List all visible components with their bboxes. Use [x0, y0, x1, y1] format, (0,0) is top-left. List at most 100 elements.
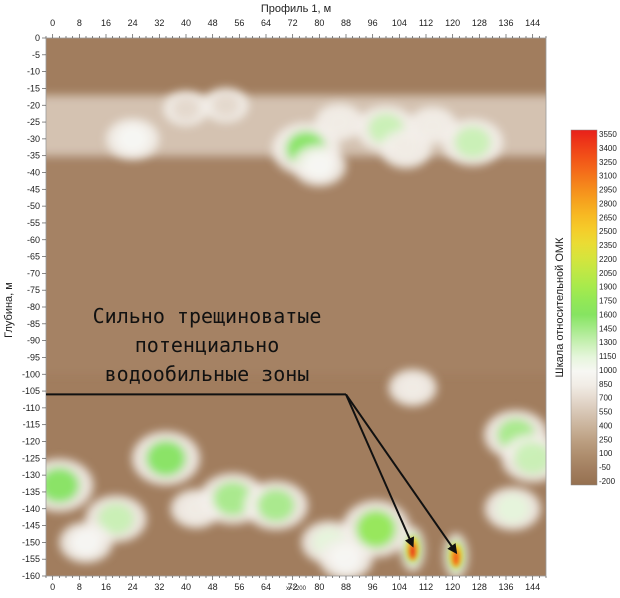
- y-tick-label: -35: [27, 151, 40, 161]
- x-tick-label-top: 112: [419, 18, 433, 28]
- x-tick-label-top: 144: [525, 18, 540, 28]
- y-tick-label: -115: [23, 420, 40, 430]
- anomaly: [257, 489, 295, 522]
- y-tick-label: -25: [27, 117, 40, 127]
- colorbar-tick-label: 2500: [599, 227, 617, 236]
- x-tick-label-top: 88: [341, 18, 351, 28]
- colorbar-tick-label: 2950: [599, 186, 617, 195]
- annotation-line-2: потенциально: [135, 333, 280, 357]
- y-tick-label: -125: [22, 453, 40, 463]
- anomaly: [212, 93, 240, 117]
- colorbar-tick-label: 2050: [599, 269, 617, 278]
- colorbar-tick-label: 250: [599, 435, 613, 444]
- y-tick-label: -95: [27, 352, 40, 362]
- colorbar-tick-label: 1300: [599, 338, 617, 347]
- anomaly: [398, 375, 427, 401]
- x-tick-label-top: 48: [208, 18, 218, 28]
- colorbar-tick-label: 1150: [599, 352, 617, 361]
- colorbar-tick-label: 2200: [599, 255, 617, 264]
- x-tick-label-bottom: 80: [314, 582, 324, 592]
- y-tick-label: -140: [22, 504, 40, 514]
- x-tick-label-bottom: 112: [419, 582, 433, 592]
- colorbar-tick-label: 1000: [599, 366, 617, 375]
- colorbar-tick-label: 850: [599, 380, 613, 389]
- colorbar-tick-label: 2650: [599, 213, 617, 222]
- x-tick-label-bottom: 24: [128, 582, 138, 592]
- y-tick-label: -30: [27, 134, 40, 144]
- anomaly: [325, 109, 354, 135]
- colorbar-label: Шкала относительной ОМК: [554, 237, 566, 378]
- x-tick-label-bottom: 0: [50, 582, 55, 592]
- anomaly: [70, 528, 102, 557]
- x-tick-label-bottom: 120: [445, 582, 460, 592]
- x-tick-label-bottom: 64: [261, 582, 271, 592]
- x-tick-label-bottom: 144: [525, 582, 540, 592]
- chart-title: Профиль 1, м: [261, 3, 331, 15]
- y-tick-label: -65: [27, 252, 40, 262]
- x-tick-label-bottom: 48: [208, 582, 218, 592]
- x-tick-label-top: 96: [368, 18, 378, 28]
- x-tick-label-bottom: 96: [368, 582, 378, 592]
- x-tick-label-top: 80: [314, 18, 324, 28]
- x-tick-label-top: 128: [472, 18, 487, 28]
- x-tick-label-bottom: 128: [472, 582, 487, 592]
- x-tick-label-top: 72: [288, 18, 298, 28]
- colorbar-tick-label: 3250: [599, 158, 617, 167]
- y-tick-label: -5: [32, 50, 40, 60]
- colorbar-gradient: [570, 129, 598, 486]
- colorbar-tick-label: 1900: [599, 283, 617, 292]
- annotation-line-1: Сильно трещиноватые: [93, 304, 322, 328]
- colorbar-tick-label: 3550: [599, 130, 617, 139]
- colorbar-tick-label: -50: [599, 463, 611, 472]
- y-tick-label: -105: [22, 386, 40, 396]
- x-tick-label-top: 104: [392, 18, 407, 28]
- colorbar-tick-label: 1450: [599, 324, 617, 333]
- y-tick-label: -75: [27, 285, 40, 295]
- y-tick-label: -20: [27, 100, 40, 110]
- anomaly: [454, 126, 491, 158]
- colorbar: 3550 3400 3250 3100 2950 2800 2650 2500 2350 2200…: [554, 129, 617, 486]
- anomaly: [213, 481, 253, 516]
- colorbar-tick-label: 3400: [599, 144, 617, 153]
- colorbar-tick-label: 100: [599, 449, 613, 458]
- y-axis: 0 -5 -10 -15 -20 -25 -30 -35 -40 -45 -50 -55 -60 -65 -…: [22, 33, 46, 581]
- y-tick-label: -80: [27, 302, 40, 312]
- y-tick-label: -150: [22, 537, 40, 547]
- annotation-arrow: [345, 393, 458, 555]
- x-tick-label-bottom: 88: [341, 582, 351, 592]
- anomaly: [418, 113, 447, 138]
- x-tick-label-top: 8: [77, 18, 82, 28]
- y-tick-label: -110: [23, 403, 40, 413]
- x-axis-top: 0 8 16 24 32 40 48 56 64 72 80 88 96 104 112 120 128 136 1…: [45, 18, 547, 38]
- colorbar-tick-label: 550: [599, 408, 613, 417]
- colorbar-tick-label: 1600: [599, 310, 617, 319]
- annotation-line-3: водообильные зоны: [105, 362, 310, 386]
- y-tick-label: -135: [22, 487, 40, 497]
- y-tick-label: -60: [27, 235, 40, 245]
- x-tick-label-top: 24: [128, 18, 138, 28]
- annotation-arrow: [345, 394, 415, 548]
- colorbar-tick-label: -200: [599, 477, 616, 486]
- y-tick-label: -85: [27, 319, 40, 329]
- anomaly: [514, 442, 546, 475]
- anomaly: [303, 152, 336, 180]
- x-tick-label-top: 120: [445, 18, 460, 28]
- x-tick-label-top: 136: [498, 18, 513, 28]
- y-tick-label: -160: [22, 571, 40, 581]
- y-tick-label: -155: [22, 554, 40, 564]
- x-tick-label-top: 40: [181, 18, 191, 28]
- x-tick-label-bottom: 32: [154, 582, 164, 592]
- x-tick-label-bottom: 40: [181, 582, 191, 592]
- x-tick-label-top: 32: [154, 18, 164, 28]
- anomaly: [172, 96, 200, 121]
- colorbar-tick-label: 2800: [599, 199, 617, 208]
- y-tick-label: -15: [27, 83, 40, 93]
- x-tick-label-bottom: 8: [77, 582, 82, 592]
- y-tick-label: -70: [27, 268, 40, 278]
- y-tick-label: -145: [22, 521, 40, 531]
- colorbar-tick-label: 400: [599, 421, 613, 430]
- anomaly: [116, 125, 149, 153]
- y-tick-label: -45: [27, 184, 40, 194]
- anomaly: [496, 494, 530, 524]
